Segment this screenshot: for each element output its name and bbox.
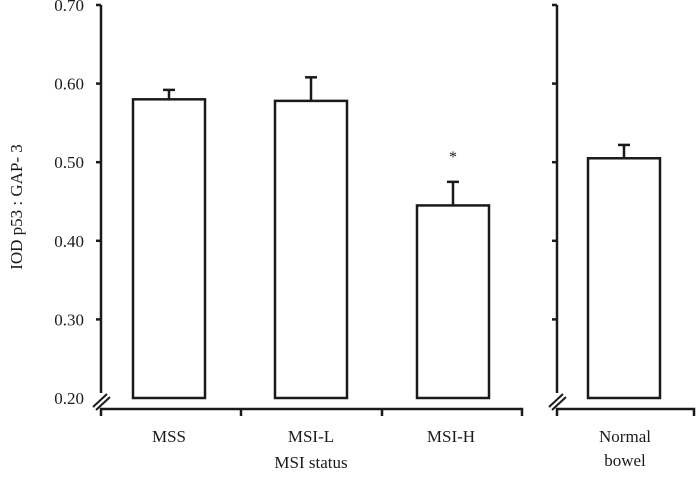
y-tick-label: 0.30 xyxy=(54,310,84,329)
y-ticks-right xyxy=(552,3,557,321)
bars xyxy=(131,76,662,400)
bar-mss xyxy=(131,88,207,400)
axis-break-left-icon xyxy=(92,393,111,411)
y-ticks-left: 0.70 0.60 0.50 0.40 0.30 0.20 xyxy=(54,0,101,408)
y-tick-label: 0.40 xyxy=(54,232,84,251)
bar-msi-h xyxy=(415,180,491,400)
category-label-msi-l: MSI-L xyxy=(288,427,334,446)
y-axis-label: IOD p53 : GAP- 3 xyxy=(7,144,26,270)
category-label-normal: Normal xyxy=(599,427,651,446)
y-tick-label: 0.60 xyxy=(54,75,84,94)
x-axis-right xyxy=(555,407,696,416)
group-label-msi-status: MSI status xyxy=(274,453,347,472)
category-label-msi-h: MSI-H xyxy=(427,427,475,446)
x-axis-left xyxy=(99,407,524,416)
y-tick-label: 0.70 xyxy=(54,0,84,15)
bar-normal-bowel xyxy=(586,143,662,400)
axis-break-right-icon xyxy=(548,393,567,411)
y-tick-label: 0.50 xyxy=(54,153,84,172)
significance-marker: * xyxy=(449,149,457,166)
category-label-bowel: bowel xyxy=(604,451,646,470)
y-tick-label: 0.20 xyxy=(54,389,84,408)
category-label-mss: MSS xyxy=(152,427,186,446)
bar-msi-l xyxy=(273,76,349,400)
